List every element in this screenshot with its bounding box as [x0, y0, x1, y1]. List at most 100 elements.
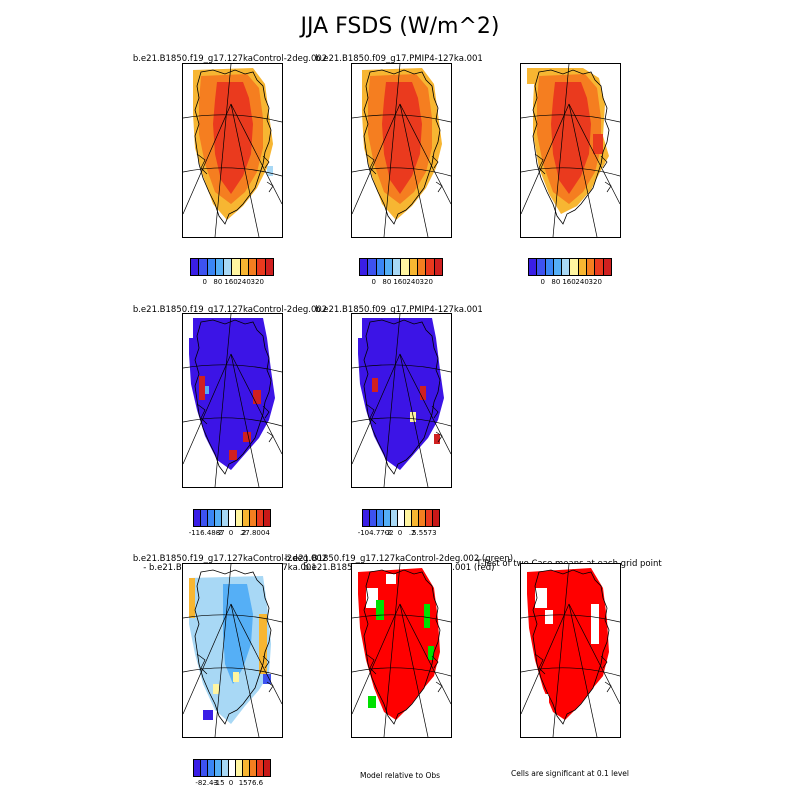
colorbar-swatch — [376, 259, 385, 275]
colorbar-swatch — [240, 259, 250, 275]
colorbar-swatch — [570, 259, 579, 275]
colorbar-swatch — [537, 259, 546, 275]
colorbar-swatch — [595, 259, 604, 275]
colorbar-r2c1 — [193, 509, 271, 527]
greenland-map — [352, 314, 451, 487]
colorbar-swatch — [257, 510, 264, 526]
map-cell — [593, 134, 603, 154]
colorbar-swatch — [222, 760, 229, 776]
colorbar-swatch — [545, 259, 554, 275]
map-panel-r1c1 — [182, 63, 283, 238]
map-cell — [263, 674, 271, 684]
colorbar-tick-label: 80 — [382, 278, 392, 286]
graticule — [183, 564, 282, 737]
colorbar-swatch — [257, 259, 266, 275]
graticule — [352, 314, 451, 487]
greenland-map — [183, 314, 282, 487]
figure-title: JJA FSDS (W/m^2) — [300, 14, 500, 39]
graticule — [183, 314, 282, 487]
map-cell — [253, 390, 261, 404]
colorbar-swatch — [587, 259, 596, 275]
colorbar-swatch — [222, 510, 229, 526]
map-panel-r2c1 — [182, 313, 283, 488]
panel-title-line1: b.e21.B1850.f19_g17.127kaControl-2deg.00… — [284, 554, 514, 564]
colorbar-swatch — [224, 259, 233, 275]
greenland-map — [352, 564, 451, 737]
map-cell — [259, 614, 267, 674]
colorbar-swatch — [215, 259, 225, 275]
colorbar-swatch — [398, 510, 405, 526]
colorbar-tick-label: 5.5573 — [412, 529, 437, 537]
coastline — [532, 69, 610, 225]
colorbar-swatch — [603, 259, 611, 275]
colorbar-ticks-r2c2: -104.7702 -2 0 .2 5.5573 — [358, 529, 438, 539]
note-model-relative: Model relative to Obs — [359, 771, 441, 780]
colorbar-swatch — [401, 259, 410, 275]
colorbar-r1c1 — [190, 258, 274, 276]
colorbar-swatch — [243, 510, 250, 526]
panel-title-line1: b.e21.B1850.f09_g17.PMIP4-127ka.001 — [315, 305, 483, 315]
colorbar-swatch — [264, 760, 270, 776]
colorbar-swatch — [191, 259, 200, 275]
colorbar-swatch — [562, 259, 571, 275]
map-cell — [541, 694, 549, 710]
coastline — [363, 69, 441, 225]
colorbar-r1c3 — [528, 258, 612, 276]
graticule — [521, 64, 620, 237]
colorbar-tick-label: 0 — [228, 779, 234, 787]
colorbar-r1c2 — [359, 258, 443, 276]
colorbar-ticks-r1c3: 0 80 160 240 320 — [528, 278, 610, 288]
colorbar-tick-label: 27.8004 — [240, 529, 270, 537]
colorbar-swatch — [236, 510, 243, 526]
colorbar-tick-label: 80 — [551, 278, 561, 286]
colorbar-swatch — [553, 259, 563, 275]
colorbar-tick-label: 0 — [540, 278, 545, 286]
colorbar-swatch — [215, 760, 222, 776]
colorbar-tick-label: 240 — [406, 278, 420, 286]
colorbar-swatch — [419, 510, 426, 526]
colorbar-swatch — [257, 760, 264, 776]
colorbar-swatch — [208, 510, 215, 526]
map-cell — [229, 450, 237, 460]
colorbar-swatch — [384, 259, 394, 275]
graticule — [183, 64, 282, 237]
colorbar-swatch — [229, 760, 236, 776]
colorbar-tick-label: -82.43 — [195, 779, 218, 787]
colorbar-ticks-r1c1: 0 80 160 240 320 — [190, 278, 272, 288]
map-cell — [376, 600, 384, 620]
colorbar-tick-label: 15 — [238, 779, 248, 787]
colorbar-swatch — [412, 510, 419, 526]
colorbar-ticks-r3c1: -82.43 -15 0 15 76.6 — [193, 779, 269, 789]
colorbar-swatch — [250, 510, 257, 526]
colorbar-swatch — [405, 510, 412, 526]
graticule — [521, 564, 620, 737]
map-panel-r3c2 — [351, 563, 452, 738]
colorbar-swatch — [426, 510, 433, 526]
colorbar-tick-label: 0 — [202, 278, 207, 286]
colorbar-swatch — [232, 259, 241, 275]
map-cell — [267, 166, 273, 176]
colorbar-tick-label: 80 — [213, 278, 223, 286]
field-red — [527, 568, 609, 720]
panel-title-line1: b.e21.B1850.f19_g17.127kaControl-2deg.00… — [132, 54, 328, 64]
colorbar-swatch — [264, 510, 270, 526]
map-cell — [535, 588, 547, 608]
map-cell — [527, 68, 537, 84]
colorbar-tick-label: .2 — [239, 529, 247, 537]
map-cell — [525, 672, 535, 692]
colorbar-swatch — [215, 510, 222, 526]
colorbar-swatch — [265, 259, 273, 275]
map-cell — [372, 378, 378, 392]
colorbar-swatch — [243, 760, 250, 776]
graticule — [352, 564, 451, 737]
map-cell — [199, 376, 205, 400]
panel-title-line1: b.e21.B1850.f19_g17.127kaControl-2deg.00… — [132, 554, 328, 564]
colorbar-swatch — [578, 259, 588, 275]
colorbar-ticks-r1c2: 0 80 160 240 320 — [359, 278, 441, 288]
colorbar-swatch — [377, 510, 384, 526]
colorbar-tick-label: 240 — [237, 278, 251, 286]
note-significance: Cells are significant at 0.1 level — [510, 769, 629, 778]
colorbar-tick-label: -116.4887 — [188, 529, 225, 537]
field-core — [551, 82, 591, 194]
field-blue — [189, 318, 275, 470]
